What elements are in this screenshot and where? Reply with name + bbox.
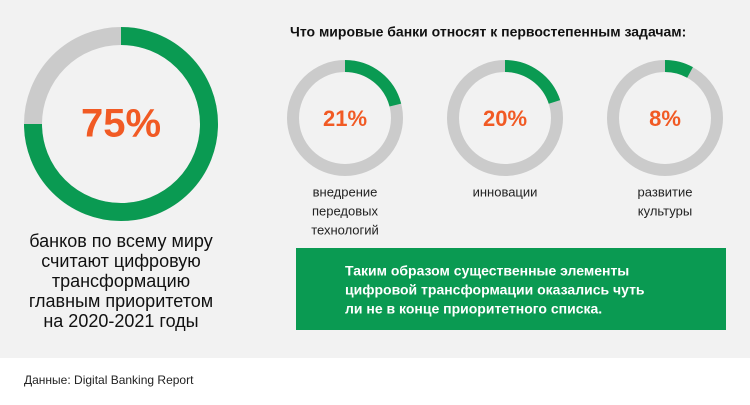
donut-caption: развитие <box>638 184 693 199</box>
donut-value-label: 21% <box>323 106 367 131</box>
donut-caption: инновации <box>473 184 538 199</box>
donut-segment <box>344 60 402 107</box>
source: Данные: Digital Banking Report <box>24 373 194 387</box>
donut-value-label: 8% <box>649 106 681 131</box>
note-line: цифровой трансформации оказались чуть <box>345 282 645 298</box>
donut-value-label: 20% <box>483 106 527 131</box>
note-line: ли не в конце приоритетного списка. <box>345 301 602 317</box>
note-box <box>296 248 726 330</box>
donut-segment <box>24 27 218 221</box>
donut-segment <box>664 60 693 78</box>
note-line: Таким образом существенные элементы <box>345 263 629 279</box>
donut-caption: внедрение <box>313 184 378 199</box>
heading: Что мировые банки относят к первостепенн… <box>290 24 686 40</box>
donut-caption: банков по всему миру <box>29 231 212 251</box>
donut-caption: передовых <box>312 203 379 218</box>
donut-caption: считают цифровую <box>41 251 201 271</box>
donut-caption: на 2020-2021 годы <box>43 311 198 331</box>
donut-caption: культуры <box>638 203 692 218</box>
donut-caption: технологий <box>311 222 379 237</box>
donut-caption: трансформацию <box>52 271 190 291</box>
donut-value-label: 75% <box>81 102 161 146</box>
donut-caption: главным приоритетом <box>29 291 213 311</box>
footer-background <box>0 358 750 405</box>
donut-segment <box>504 60 561 105</box>
